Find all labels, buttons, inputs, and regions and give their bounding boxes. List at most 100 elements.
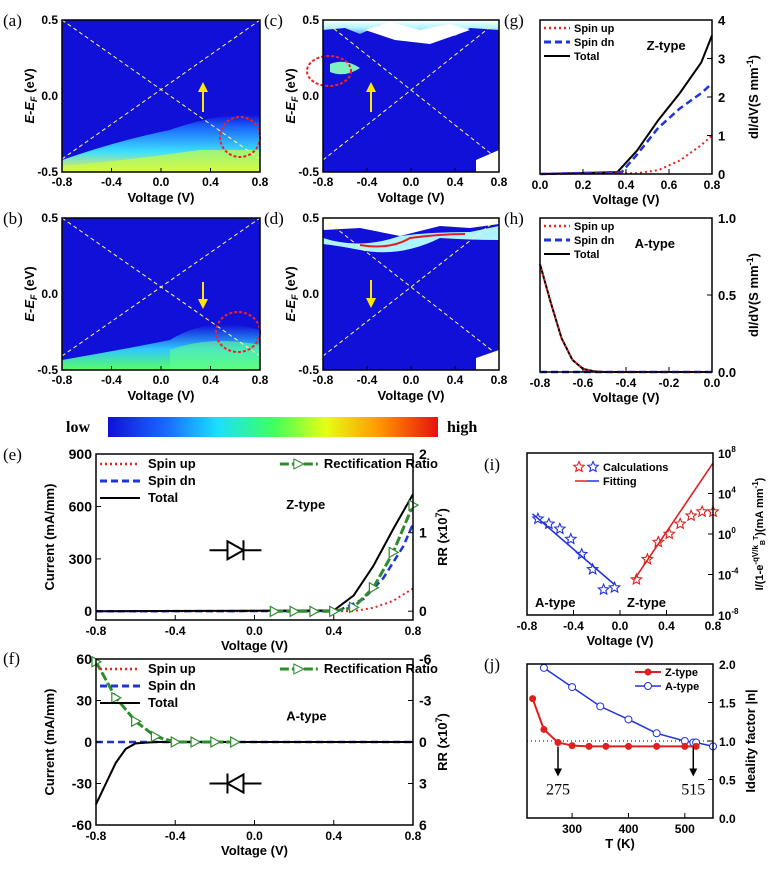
f-legend-rr-marker	[293, 663, 305, 675]
h-xtick-label: -0.8	[530, 376, 551, 390]
i-xlabel: Voltage (V)	[587, 633, 654, 648]
h-xtick-label: 0.0	[704, 376, 721, 390]
heatmap-d-bias-window-line	[322, 217, 500, 357]
i-legend-calc-label: Calculations	[603, 462, 668, 474]
heatmap-d-xlabel: Voltage (V)	[378, 388, 445, 403]
j-z-type-point	[602, 742, 610, 750]
i-label-z-type: Z-type	[627, 595, 666, 610]
heatmap-a-band-core	[62, 150, 260, 172]
i-xtick-label: 0.8	[705, 619, 722, 633]
heatmap-b-arrow-down-head	[198, 299, 208, 309]
j-xtick-label: 400	[618, 822, 638, 836]
heatmap-d-xtick-label: 0.0	[403, 373, 420, 387]
heatmap-c-xtick-label: 0.8	[491, 175, 508, 189]
heatmap-b-ytick-label: -0.5	[37, 363, 58, 377]
h-series-spin-up	[539, 263, 712, 373]
j-z-type-point	[554, 739, 562, 747]
i-xtick-label: 0.0	[612, 619, 629, 633]
e-xtick-label: 0.8	[405, 624, 422, 638]
j-z-type-point	[585, 742, 593, 750]
heatmap-d-bias-window-line	[322, 217, 500, 357]
h-title: A-type	[635, 236, 675, 251]
heatmap-a-xtick-label: 0.4	[202, 175, 219, 189]
e-rr-marker	[269, 605, 281, 618]
panel-label-e: (e)	[3, 445, 22, 464]
heatmap-d-xtick-label: -0.4	[357, 373, 378, 387]
heatmap-d-ytick-label: -0.5	[298, 363, 319, 377]
e-y2tick-label: 1	[419, 525, 427, 541]
f-rr-marker	[230, 735, 241, 749]
e-legend-rr-marker	[293, 458, 305, 470]
f-y2tick-label: 0	[419, 734, 427, 750]
chart-f: -0.8 -0.4 0.0 0.4 0.860300-30-60-6-3036Volta…	[42, 651, 450, 858]
heatmap-c-xtick-label: 0.4	[447, 175, 464, 189]
heatmap-c-xlabel: Voltage (V)	[378, 190, 445, 205]
f-y2tick-label: 3	[419, 776, 427, 792]
h-xtick-label: -0.6	[573, 376, 594, 390]
panel-label-d: (d)	[264, 209, 284, 228]
j-a-type-point	[539, 663, 548, 672]
i-calc-z-type-point	[662, 527, 676, 540]
heatmap-a-xtick-label: -0.8	[52, 175, 73, 189]
e-y2tick-label: 0	[419, 603, 427, 619]
i-xtick-label: -0.4	[563, 619, 584, 633]
f-xtick-label: 0.4	[325, 829, 342, 843]
i-calc-z-type-point	[651, 535, 665, 548]
j-ytick-label: 0.5	[719, 774, 736, 788]
g-legend-label: Spin dn	[574, 37, 615, 49]
f-ytick-label: -60	[72, 817, 92, 833]
heatmap-d-ytick-label: 0.5	[302, 211, 319, 225]
panel-label-h: (h)	[504, 209, 524, 228]
e-title: Z-type	[286, 497, 325, 512]
f-legend-label: Total	[148, 695, 178, 710]
heatmap-b-xtick-label: 0.4	[202, 373, 219, 387]
e-rr-marker	[388, 546, 400, 559]
f-xtick-label: 0.8	[405, 829, 422, 843]
e-series-rr	[274, 504, 415, 613]
heatmap-panel-d	[322, 217, 500, 371]
f-y2tick-label: -6	[419, 651, 432, 667]
g-series-spin-dn	[539, 82, 713, 176]
g-xtick-label: 0.0	[532, 178, 549, 192]
heatmap-b-ylabel: E-EF (eV)	[22, 266, 39, 321]
e-rr-marker	[289, 605, 301, 618]
heatmap-b-bias-window-line	[61, 217, 261, 357]
e-xtick-label: 0.4	[325, 624, 342, 638]
e-rr-marker	[309, 605, 321, 618]
h-legend-label: Total	[574, 249, 599, 261]
heatmap-a-xtick-label: 0.0	[153, 175, 170, 189]
heatmap-panel-a	[61, 19, 261, 173]
i-legend-star-z	[572, 460, 586, 473]
e-legend-label: Spin dn	[148, 473, 196, 488]
i-calc-a-type-point	[564, 532, 578, 545]
i-xtick-label: 0.4	[658, 619, 675, 633]
f-xlabel: Voltage (V)	[221, 843, 288, 858]
heatmap-a-ytick-label: 0.5	[41, 13, 58, 27]
chart-i: -0.8 -0.4 0.0 0.4 0.8 108 104 100 10-4 10-8 Voltag…	[517, 445, 767, 648]
j-z-type-point	[540, 725, 548, 733]
i-calc-z-type-point	[640, 552, 654, 565]
g-xtick-label: 0.8	[704, 178, 721, 192]
heatmap-b-xtick-label: 0.8	[252, 373, 269, 387]
heatmap-a-bias-window-line	[61, 19, 261, 160]
g-ytick-label: 0	[718, 167, 725, 182]
j-ytick-label: 2.0	[719, 658, 736, 672]
j-ytick-label: 1.0	[719, 735, 736, 749]
f-y2tick-label: 6	[419, 817, 427, 833]
heatmap-a-ytick-label: -0.5	[37, 165, 58, 179]
f-y2label: RR (x107)	[434, 713, 450, 771]
h-series-total	[539, 263, 712, 373]
g-ytick-label: 4	[718, 13, 726, 28]
colorbar-gradient	[108, 417, 438, 437]
j-ytick-label: 0.0	[719, 812, 736, 826]
e-ytick-label: 0	[84, 603, 92, 619]
heatmap-panel-b	[61, 217, 261, 371]
j-legend-marker-a	[644, 682, 652, 690]
e-diode-icon-body	[226, 539, 246, 561]
heatmap-b-xtick-label: 0.0	[153, 373, 170, 387]
i-calc-z-type-point	[673, 516, 687, 530]
e-xtick-label: -0.8	[86, 624, 107, 638]
i-calc-a-type-point	[586, 562, 600, 576]
f-ytick-label: 60	[76, 651, 92, 667]
